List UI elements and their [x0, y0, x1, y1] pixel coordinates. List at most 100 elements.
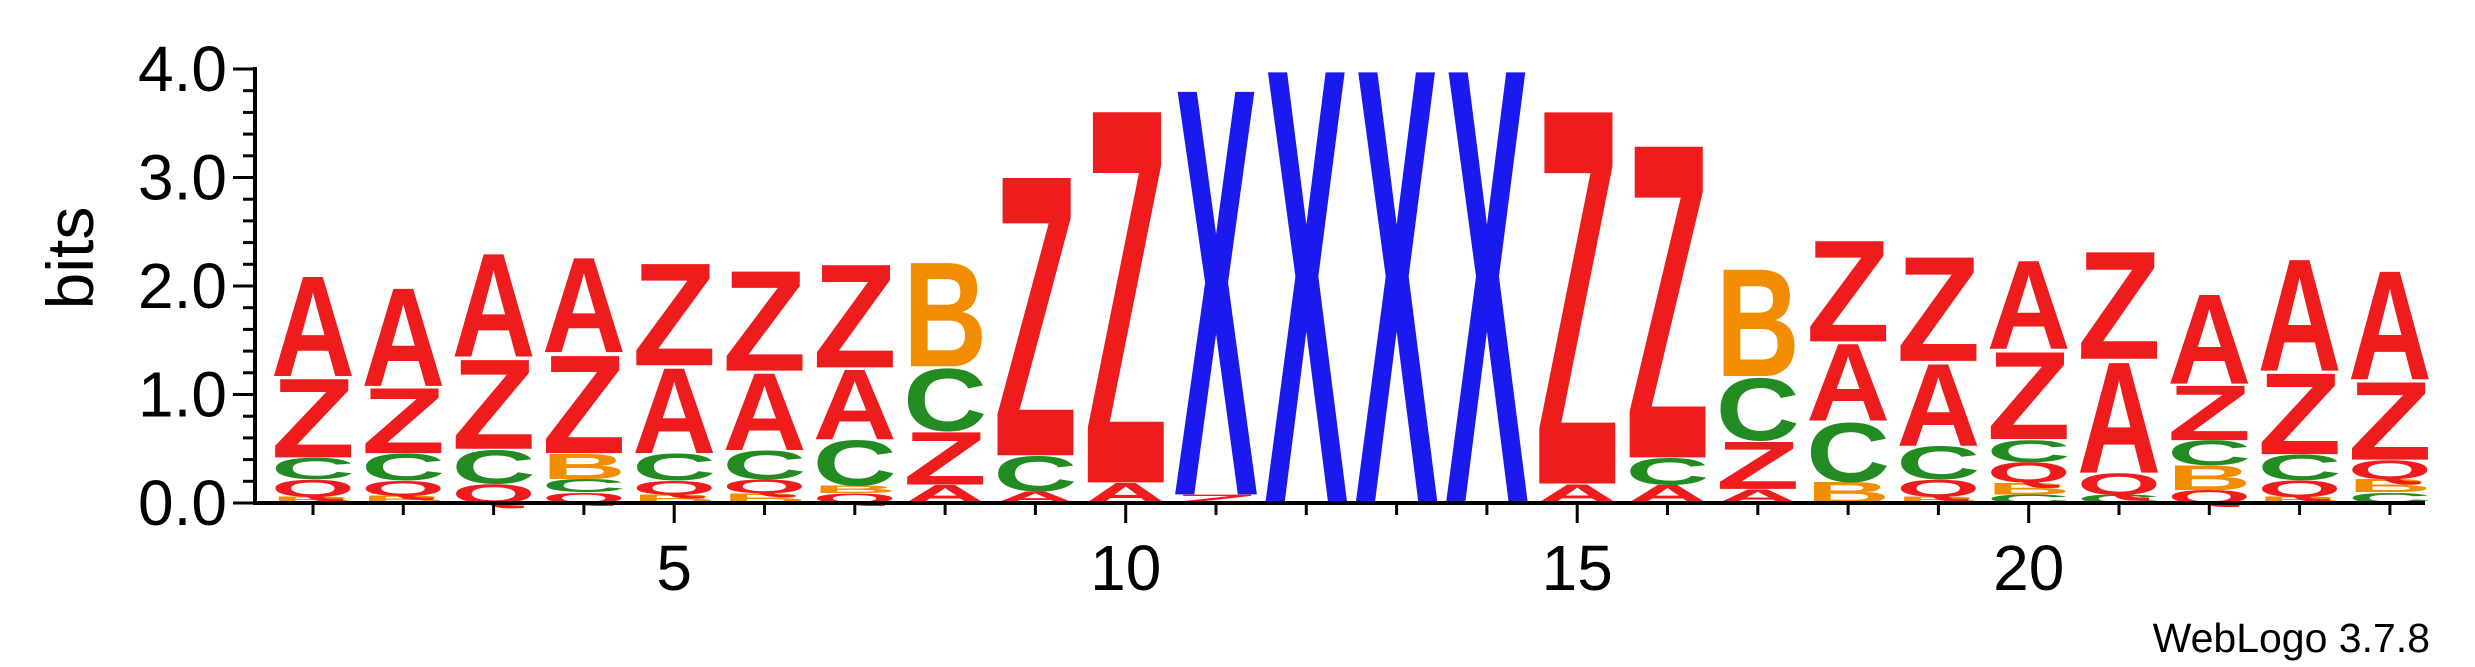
y-tick-label: 4.0	[138, 33, 227, 105]
logo-letter: A	[361, 259, 445, 416]
logo-letter-glyph: Z	[361, 368, 445, 474]
logo-letter: A	[813, 349, 897, 461]
y-tick-label: 0.0	[138, 467, 227, 539]
logo-letter-glyph: Q	[271, 475, 355, 502]
logo-letter: B	[361, 493, 445, 505]
logo-letter-glyph: Z	[542, 327, 626, 484]
logo-letter: B	[271, 495, 355, 505]
axes: 0.0 1.0 2.0 3.0 4.0 5 10 15 20	[138, 33, 2425, 604]
x-tick-label: 5	[656, 532, 692, 604]
logo-letter-glyph: A	[452, 223, 536, 389]
logo-letter-glyph: B	[1716, 236, 1800, 409]
logo-letter: Z	[1535, 0, 1619, 599]
logo-letter-glyph: B	[2348, 476, 2432, 496]
logo-column: AZ	[1535, 0, 1619, 599]
y-tick-label: 3.0	[138, 142, 227, 214]
logo-letter: A	[632, 343, 716, 480]
logo-letter: C	[361, 446, 445, 488]
logo-letter: Z	[903, 417, 987, 502]
logo-letter: C	[1626, 450, 1710, 492]
logo-letter: A	[271, 246, 355, 407]
logo-letter: C	[723, 442, 807, 488]
y-axis-label: bits	[33, 207, 107, 310]
logo-letter: C	[903, 350, 987, 450]
logo-letter: A	[1987, 233, 2071, 376]
logo-letter: Q	[2077, 467, 2161, 501]
logo-letter: X	[1445, 0, 1530, 636]
logo-letter-glyph: B	[2258, 495, 2342, 505]
logo-letter: C	[1806, 405, 1890, 500]
logo-letter: A	[2167, 267, 2251, 411]
logo-letter: Z	[1806, 210, 1890, 373]
logo-letter-glyph: Z	[2348, 359, 2432, 484]
logo-letter: Z	[452, 332, 536, 476]
logo-letter-glyph: C	[361, 446, 445, 488]
logo-letter-glyph: Q	[723, 476, 807, 498]
logo-letter-glyph: C	[903, 350, 987, 450]
logo-letter-glyph: A	[1987, 233, 2071, 376]
logo-letter-glyph: X	[1445, 0, 1530, 636]
logo-letter-glyph: C	[2258, 447, 2342, 488]
x-tick-label: 20	[1993, 532, 2064, 604]
logo-letter: C	[2167, 433, 2251, 472]
logo-letter-glyph: A	[2077, 330, 2161, 507]
logo-column: X	[1264, 0, 1349, 636]
logo-letter-glyph: C	[2167, 433, 2251, 472]
logo-letter: Z	[723, 241, 807, 402]
logo-letter-glyph: C	[632, 446, 716, 488]
logo-letter: Q	[1896, 475, 1980, 502]
logo-letter-glyph: Q	[632, 477, 716, 499]
logo-letter: Z	[632, 233, 716, 397]
logo-letter: Z	[2258, 348, 2342, 479]
logo-letter: C	[271, 452, 355, 486]
logo-letter-glyph: Z	[993, 92, 1077, 542]
logo-letter: B	[1987, 479, 2071, 498]
logo-letter-glyph: Q	[2348, 455, 2432, 485]
logo-letter-glyph: A	[813, 349, 897, 461]
logo-letter: Z	[2167, 370, 2251, 458]
logo-letter: B	[2167, 458, 2251, 497]
logo-column: ACZ	[993, 92, 1077, 542]
letter-stacks: BQCZABQCZAQCZAQCBZABQCAZBQCAZQBCAZAZCBAC…	[271, 0, 2432, 636]
logo-letter-glyph: Z	[1806, 210, 1890, 373]
logo-letter-glyph: B	[2167, 458, 2251, 497]
logo-letter-glyph: C	[813, 427, 897, 500]
logo-letter-glyph: C	[271, 452, 355, 486]
logo-letter: C	[452, 440, 536, 494]
logo-letter: C	[2258, 447, 2342, 488]
logo-letter: C	[993, 446, 1077, 502]
logo-letter: B	[2348, 476, 2432, 496]
logo-letter-glyph: Q	[361, 476, 445, 500]
weblogo-version-label: WebLogo 3.7.8	[2153, 615, 2430, 661]
y-tick-label: 2.0	[138, 250, 227, 322]
logo-letter-glyph: Z	[1535, 0, 1619, 599]
logo-letter-glyph: B	[1987, 479, 2071, 498]
logo-letter-glyph: B	[813, 484, 897, 496]
logo-letter-glyph: C	[993, 446, 1077, 502]
logo-letter-glyph: B	[361, 493, 445, 505]
logo-letter-glyph: X	[1355, 0, 1440, 636]
logo-letter-glyph: A	[723, 351, 807, 474]
logo-letter: Z	[1626, 50, 1710, 554]
logo-letter: Z	[361, 368, 445, 474]
logo-letter: C	[1987, 433, 2071, 468]
logo-letter-glyph: X	[1264, 0, 1349, 636]
logo-letter: X	[1264, 0, 1349, 636]
logo-letter-glyph: A	[542, 229, 626, 382]
logo-letter: X	[1355, 0, 1440, 636]
x-tick-label: 10	[1090, 532, 1161, 604]
logo-letter-glyph: A	[271, 246, 355, 407]
logo-letter-glyph: Z	[2077, 218, 2161, 391]
logo-letter-glyph: Z	[271, 355, 355, 482]
logo-letter: B	[1896, 495, 1980, 505]
logo-letter: Z	[1987, 325, 2071, 466]
logo-letter-glyph: B	[1896, 495, 1980, 505]
logo-letter-glyph: Z	[2258, 348, 2342, 479]
